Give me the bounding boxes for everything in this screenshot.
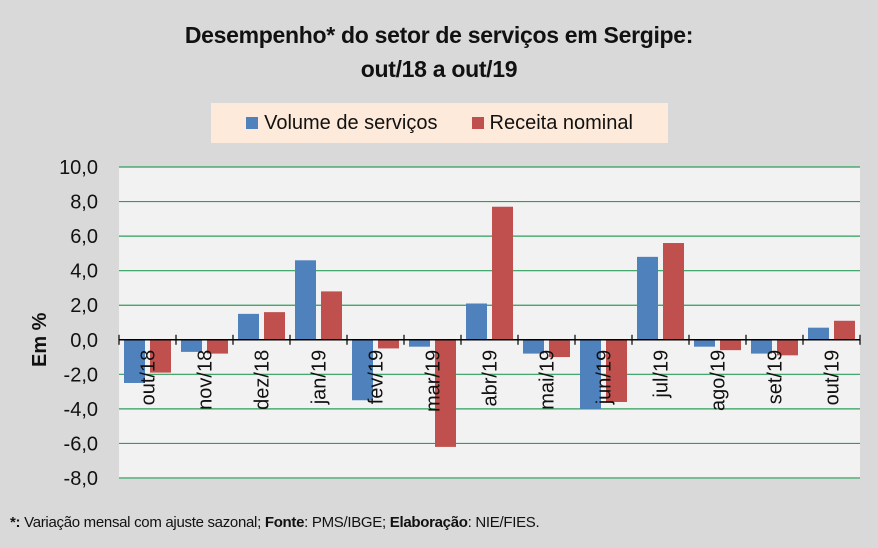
footnote-fonte-label: Fonte	[264, 514, 305, 531]
footnote-text-1: Variação mensal com ajuste sazonal;	[20, 514, 265, 531]
x-tick-label: nov/18	[195, 350, 217, 410]
bar-volume-servicos	[751, 339, 772, 354]
y-tick-label: -2,0	[64, 364, 98, 386]
chart-title-line2: out/18 a out/19	[360, 56, 518, 82]
y-tick-label: 8,0	[70, 192, 98, 214]
bar-receita-nominal	[150, 339, 171, 373]
legend-label-volume: Volume de serviços	[264, 111, 438, 134]
bar-volume-servicos	[694, 339, 715, 347]
bar-receita-nominal	[606, 339, 627, 402]
bar-volume-servicos	[466, 303, 487, 340]
bar-volume-servicos	[238, 313, 259, 340]
x-tick-label: mar/19	[423, 350, 445, 412]
bar-volume-servicos	[523, 339, 544, 354]
bar-receita-nominal	[378, 339, 399, 349]
bar-receita-nominal	[720, 339, 741, 351]
y-tick-label: 6,0	[70, 226, 98, 248]
y-tick-label: -8,0	[64, 468, 98, 490]
bar-receita-nominal	[663, 243, 684, 340]
x-tick-label: set/19	[765, 350, 787, 404]
legend: Volume de serviços Receita nominal	[211, 103, 668, 143]
bar-receita-nominal	[264, 312, 285, 340]
bar-volume-servicos	[352, 339, 373, 401]
y-tick-label: -4,0	[64, 399, 98, 421]
x-tick-label: ago/19	[708, 350, 730, 411]
bar-volume-servicos	[181, 339, 202, 352]
x-tick-label: jun/19	[594, 350, 616, 406]
y-tick-label: -6,0	[64, 433, 98, 455]
footnote-elaboracao-label: Elaboração	[389, 514, 468, 531]
bar-receita-nominal	[777, 339, 798, 356]
x-tick-label: mai/19	[537, 350, 559, 410]
legend-item-receita: Receita nominal	[471, 111, 633, 135]
bar-volume-servicos	[124, 339, 145, 383]
bar-receita-nominal	[321, 291, 342, 340]
chart-title-line1: Desempenho* do setor de serviços em Serg…	[184, 22, 694, 48]
footnote: *: Variação mensal com ajuste sazonal; F…	[10, 514, 540, 531]
x-tick-label: dez/18	[252, 350, 274, 410]
plot-area	[119, 167, 860, 479]
y-tick-label: 10,0	[59, 157, 98, 179]
bar-receita-nominal	[549, 339, 570, 358]
y-tick-label: 0,0	[70, 330, 98, 352]
bar-volume-servicos	[580, 339, 601, 409]
bar-volume-servicos	[808, 327, 829, 340]
bar-receita-nominal	[492, 206, 513, 340]
x-tick-label: abr/19	[480, 350, 502, 407]
x-tick-label: jul/19	[651, 350, 673, 399]
x-tick-label: jan/19	[309, 350, 331, 406]
bar-receita-nominal	[207, 339, 228, 354]
legend-label-receita: Receita nominal	[489, 111, 633, 134]
bar-receita-nominal	[834, 320, 855, 340]
x-tick-label: fev/19	[366, 350, 388, 404]
y-tick-label: 2,0	[70, 295, 98, 317]
legend-swatch-receita	[471, 117, 484, 129]
bar-volume-servicos	[409, 339, 430, 347]
bar-receita-nominal	[435, 339, 456, 447]
y-tick-label: 4,0	[70, 261, 98, 283]
y-axis-label: Em %	[29, 312, 51, 367]
footnote-text-2: : PMS/IBGE;	[304, 514, 390, 531]
x-tick-label: out/18	[138, 350, 160, 406]
footnote-star: *:	[10, 514, 21, 531]
chart-title: Desempenho* do setor de serviços em Serg…	[0, 18, 878, 86]
footnote-text-3: : NIE/FIES.	[467, 514, 540, 531]
bar-volume-servicos	[637, 256, 658, 340]
legend-swatch-volume	[246, 117, 259, 129]
legend-item-volume: Volume de serviços	[246, 111, 438, 135]
bar-volume-servicos	[295, 260, 316, 340]
x-tick-label: out/19	[822, 350, 844, 406]
